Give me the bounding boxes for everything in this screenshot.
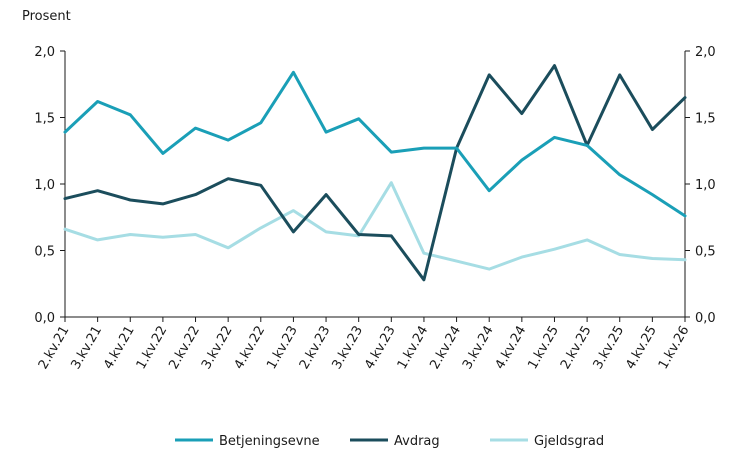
axes: 0,0 0,0 0,5 0,5 1,0 1,0 1,5 1,5 2,0 2,0 (34, 45, 715, 326)
left-y-tick-label: 1,5 (34, 112, 55, 127)
series-line-gjeldsgrad (63, 181, 687, 271)
x-tick-label: 3.kv.23 (330, 324, 367, 372)
legend-label: Betjeningsevne (219, 434, 320, 449)
x-tick-label: 2.kv.23 (297, 324, 334, 372)
x-tick-label: 4.kv.21 (101, 324, 138, 372)
series-line-avdrag (63, 64, 687, 282)
left-y-tick-label: 0,0 (34, 311, 55, 326)
right-y-tick-label: 1,0 (695, 178, 716, 193)
x-tick-label: 3.kv.22 (199, 324, 236, 372)
right-y-tick-label: 0,0 (695, 311, 716, 326)
x-tick-label: 4.kv.25 (623, 324, 660, 372)
x-tick-label: 1.kv.24 (395, 324, 432, 372)
x-tick-label: 2.kv.22 (166, 324, 203, 372)
x-tick-label: 2.kv.24 (427, 324, 464, 372)
legend: Betjeningsevne Avdrag Gjeldsgrad (175, 434, 604, 449)
x-tick-label: 4.kv.24 (493, 324, 530, 372)
x-tick-label: 2.kv.21 (36, 324, 73, 372)
x-tick-label: 3.kv.25 (591, 324, 628, 372)
x-tick-label: 3.kv.21 (68, 324, 105, 372)
x-tick-label: 1.kv.26 (656, 324, 693, 372)
left-y-tick-label: 2,0 (34, 45, 55, 60)
right-y-tick-label: 0,5 (695, 245, 716, 260)
series-line-betjeningsevne (63, 70, 687, 218)
right-y-tick-label: 2,0 (695, 45, 716, 60)
x-tick-labels: 2.kv.213.kv.214.kv.211.kv.222.kv.223.kv.… (36, 317, 693, 372)
x-tick-label: 4.kv.23 (362, 324, 399, 372)
x-tick-label: 1.kv.23 (264, 324, 301, 372)
x-tick-label: 1.kv.22 (134, 324, 171, 372)
x-tick-label: 4.kv.22 (232, 324, 269, 372)
x-tick-label: 2.kv.25 (558, 324, 595, 372)
legend-label: Avdrag (394, 434, 440, 449)
left-y-tick-label: 0,5 (34, 245, 55, 260)
x-tick-label: 1.kv.25 (525, 324, 562, 372)
y-axis-unit-label: Prosent (22, 9, 71, 24)
left-y-tick-label: 1,0 (34, 178, 55, 193)
legend-label: Gjeldsgrad (534, 434, 604, 449)
series-layer (63, 64, 687, 282)
x-tick-label: 3.kv.24 (460, 324, 497, 372)
right-y-tick-label: 1,5 (695, 112, 716, 127)
